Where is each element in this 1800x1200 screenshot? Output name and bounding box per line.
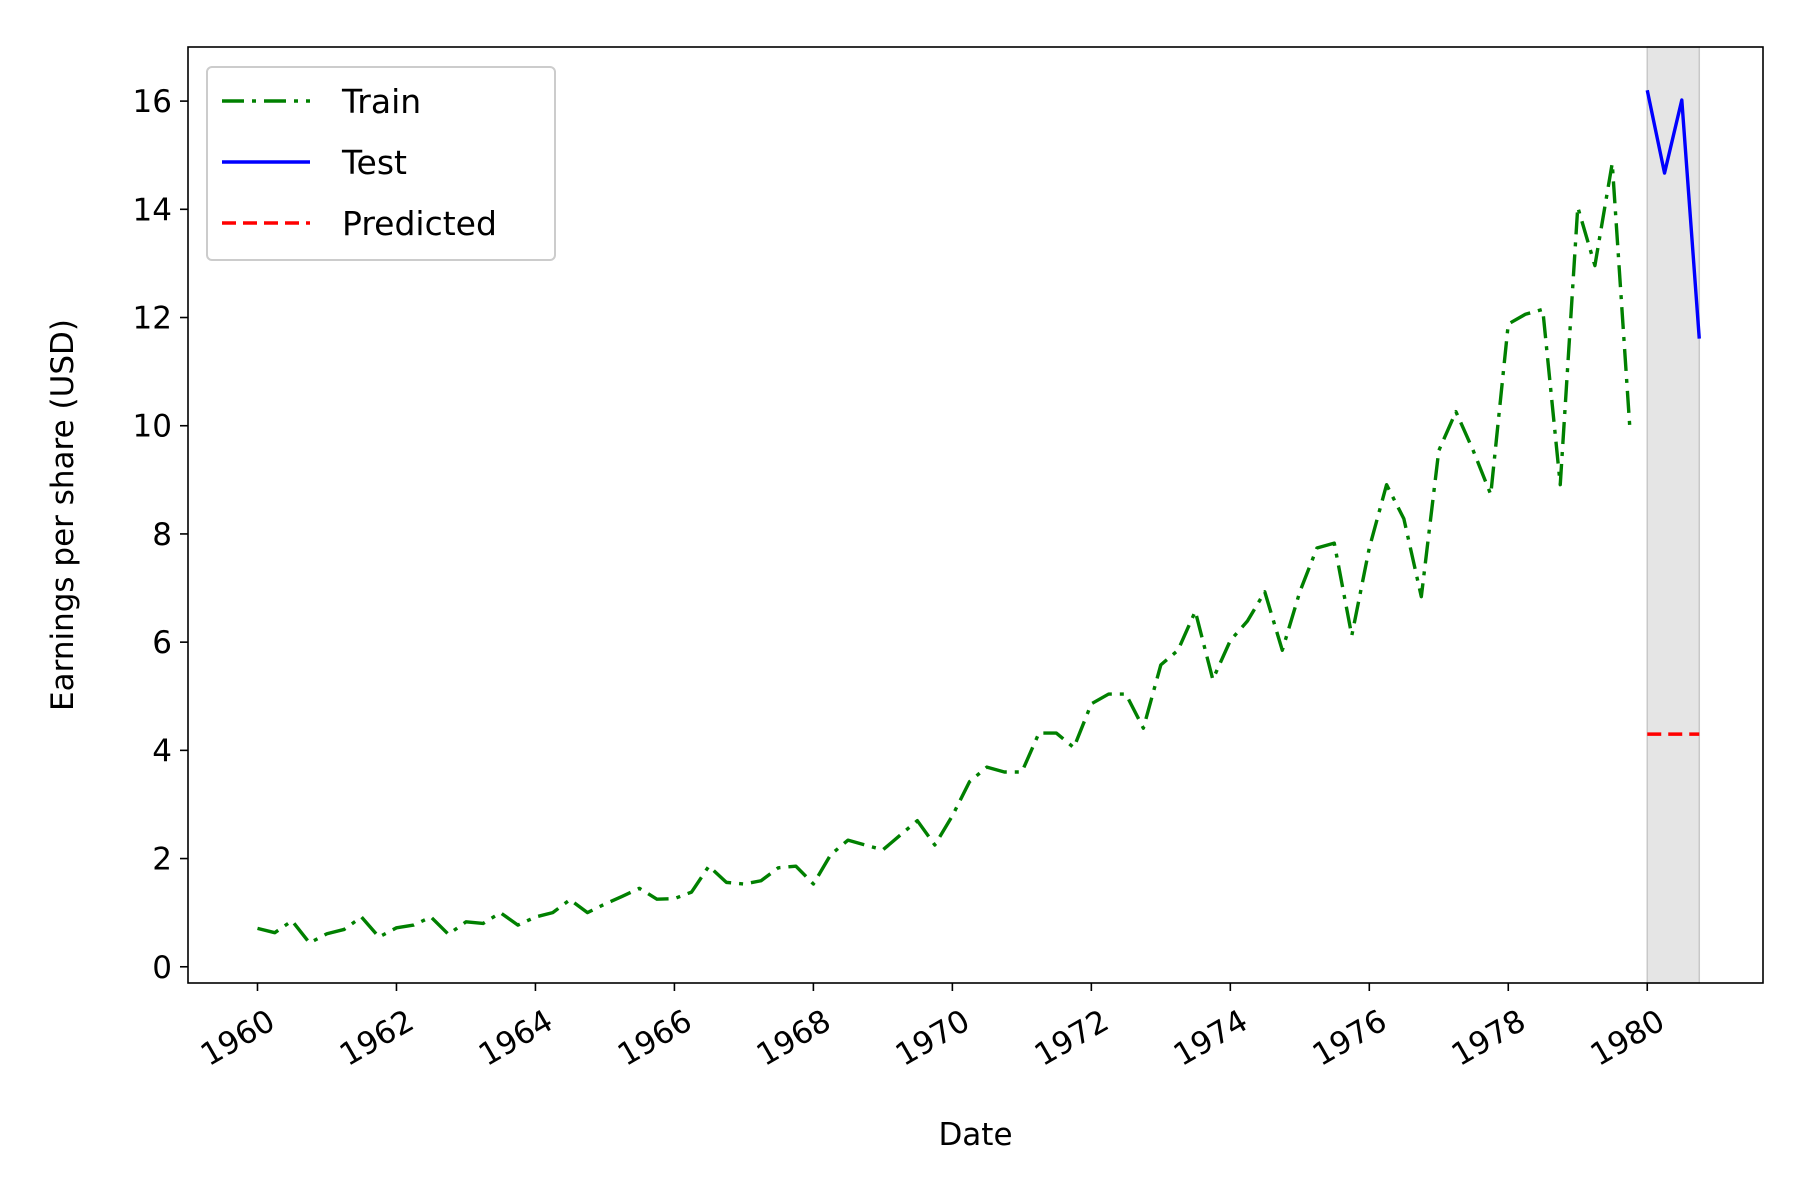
y-tick-label: 8 (152, 517, 172, 553)
y-tick-label: 6 (152, 625, 172, 661)
y-tick-label: 10 (133, 409, 172, 445)
legend-label-predicted: Predicted (342, 204, 497, 243)
legend: Train Test Predicted (206, 66, 556, 261)
x-tick-label: 1978 (1446, 1003, 1532, 1074)
series-layer (257, 89, 1701, 945)
plot-area (187, 46, 1764, 984)
x-tick-label: 1976 (1307, 1003, 1393, 1074)
x-tick-label: 1966 (612, 1003, 698, 1074)
legend-label-train: Train (341, 82, 421, 121)
y-tick-label: 4 (152, 733, 172, 769)
y-axis-label: Earnings per share (USD) (45, 319, 81, 711)
plot-frame (187, 46, 1764, 984)
y-tick-label: 2 (152, 842, 172, 878)
y-tick-label: 12 (133, 301, 172, 337)
y-tick-label: 14 (133, 192, 172, 228)
x-tick-label: 1974 (1168, 1003, 1254, 1074)
x-tick-label: 1980 (1585, 1003, 1671, 1074)
x-tick-label: 1970 (890, 1003, 976, 1074)
legend-box (206, 66, 556, 261)
x-axis-label: Date (938, 1117, 1012, 1153)
x-axis: 1960 1962 1964 1966 1968 1970 1972 1974 1976 1978… (195, 983, 1671, 1074)
x-tick-label: 1962 (334, 1003, 420, 1074)
series-line-train (257, 161, 1632, 945)
x-tick-label: 1968 (751, 1003, 837, 1074)
series-line-test (1645, 89, 1701, 339)
x-tick-label: 1972 (1029, 1003, 1115, 1074)
legend-label-test: Test (341, 143, 407, 182)
y-tick-label: 0 (152, 950, 172, 986)
test-period-shading (1646, 46, 1701, 984)
x-tick-label: 1964 (473, 1003, 559, 1074)
x-tick-label: 1960 (195, 1003, 281, 1074)
y-axis: 0 2 4 6 8 10 12 14 16 (133, 84, 188, 986)
y-tick-label: 16 (133, 84, 172, 120)
